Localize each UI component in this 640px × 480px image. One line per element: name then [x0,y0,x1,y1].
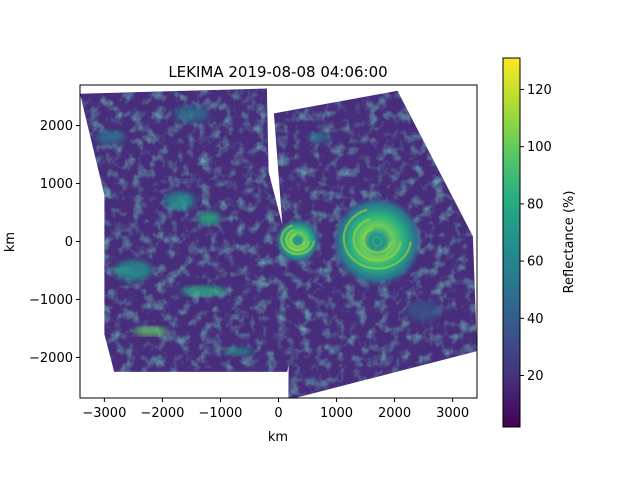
x-tick-label: −2000 [140,406,184,421]
colorbar-ticks: 20 40 60 80 100 120 [520,83,552,384]
y-tick-label: 0 [65,235,73,250]
colorbar-tick-label: 120 [527,83,552,98]
x-tick-label: 1000 [320,406,353,421]
x-tick-label: 3000 [436,406,469,421]
cloud-band [222,347,253,356]
x-axis-label: km [268,430,288,445]
typhoon-eye-2-center [373,237,381,246]
chart-title: LEKIMA 2019-08-08 04:06:00 [168,63,387,81]
colorbar [502,57,521,428]
typhoon-eye-1-center [295,238,300,243]
y-axis-label: km [3,232,18,252]
cloud-band [133,326,169,336]
x-tick-label: −3000 [82,406,126,421]
y-tick-label: −1000 [29,293,73,308]
x-axis-ticks: −3000 −2000 −1000 0 1000 2000 3000 [82,398,469,421]
typhoon-eye-2-spiral-band [362,227,392,254]
colorbar-tick-label: 60 [527,255,544,270]
cloud-band [180,285,226,296]
cloud-band [95,130,126,145]
y-tick-label: 1000 [40,177,73,192]
cloud-band [197,211,221,226]
plot-area [80,88,477,398]
cloud-band [406,300,442,322]
typhoon-eye-1-spiral-band [280,224,316,256]
typhoon-eye-2-spiral-band [352,218,402,262]
typhoon-eye-1-spiral-band [285,228,311,252]
colorbar-label: Reflectance (%) [562,191,577,294]
y-tick-label: −2000 [29,351,73,366]
colorbar-tick-label: 80 [527,197,544,212]
y-axis-ticks: −2000 −1000 0 1000 2000 [29,119,80,366]
typhoon-eye-1-spiral-band [289,233,306,248]
colorbar-tick-label: 100 [527,140,552,155]
y-tick-label: 2000 [40,119,73,134]
cloud-band [164,191,195,211]
colorbar-tick-label: 20 [527,369,544,384]
typhoon-eye-2-spiral-band [342,208,412,270]
colorbar-tick-label: 40 [527,312,544,327]
cloud-band [307,132,331,142]
cloud-band [174,105,209,123]
cloud-band [114,260,152,281]
x-tick-label: 2000 [378,406,411,421]
cloud-layer [80,88,477,398]
x-tick-label: 0 [274,406,282,421]
x-tick-label: −1000 [198,406,242,421]
